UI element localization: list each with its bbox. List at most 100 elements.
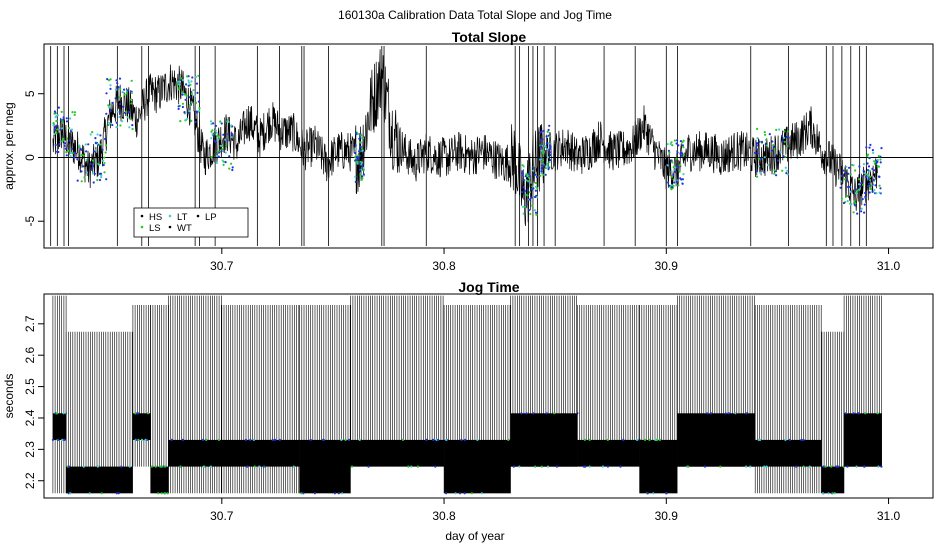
calibration-point <box>540 138 543 142</box>
calibration-point <box>109 78 112 81</box>
jog-calibration-point <box>520 412 523 415</box>
calibration-point <box>197 100 201 103</box>
calibration-point <box>670 159 673 162</box>
calibration-point <box>874 184 877 187</box>
jog-calibration-point <box>202 465 205 468</box>
jog-calibration-point <box>480 492 483 495</box>
calibration-point <box>773 172 776 175</box>
calibration-point <box>215 161 218 165</box>
calibration-point <box>210 130 213 133</box>
jog-calibration-point <box>606 465 610 468</box>
calibration-point <box>540 149 543 152</box>
calibration-point <box>69 155 72 158</box>
calibration-point <box>197 74 200 77</box>
calibration-point <box>525 203 528 206</box>
calibration-point <box>865 146 868 149</box>
calibration-point <box>867 185 870 188</box>
jog-calibration-point <box>348 438 351 441</box>
jog-calibration-point <box>164 465 167 468</box>
calibration-point <box>357 157 360 160</box>
legend-marker-lp <box>196 214 200 218</box>
calibration-point <box>869 143 872 146</box>
jog-calibration-point <box>128 465 131 468</box>
jog-calibration-point <box>309 438 312 441</box>
jog-calibration-point <box>745 412 748 415</box>
jog-calibration-point <box>846 465 849 468</box>
calibration-point <box>220 122 223 125</box>
calibration-point <box>521 191 524 194</box>
calibration-point <box>534 185 538 188</box>
calibration-point <box>183 93 186 96</box>
calibration-point <box>73 111 77 114</box>
jog-calibration-point <box>784 438 787 441</box>
calibration-point <box>679 177 682 180</box>
calibration-point <box>521 170 524 173</box>
x-tick-label: 30.8 <box>432 259 456 273</box>
calibration-point <box>756 137 759 140</box>
jog-calibration-point <box>344 438 347 441</box>
calibration-point <box>178 80 181 83</box>
calibration-point <box>70 130 73 133</box>
calibration-point <box>871 190 874 193</box>
jog-calibration-point <box>687 465 690 468</box>
calibration-point <box>104 151 107 154</box>
jog-calibration-point <box>844 412 847 415</box>
x-tick-label: 30.8 <box>432 509 456 523</box>
calibration-point <box>544 173 547 176</box>
jog-level-band <box>66 466 133 494</box>
y-tick-label: 2.7 <box>23 315 37 332</box>
total-slope-panel: Total Slope -5 0 5 30.7 30.8 30.9 31.0 approx… <box>2 29 934 273</box>
calibration-point <box>194 120 197 124</box>
calibration-point <box>215 154 218 157</box>
calibration-point <box>195 110 198 113</box>
jog-level-band <box>844 413 882 467</box>
jog-calibration-point <box>217 438 221 441</box>
calibration-point <box>678 170 681 173</box>
jog-calibration-point <box>822 465 825 468</box>
jog-calibration-point <box>120 465 123 468</box>
calibration-point <box>107 79 111 82</box>
calibration-point <box>53 112 56 115</box>
calibration-point <box>862 169 865 173</box>
calibration-point <box>179 120 182 123</box>
calibration-point <box>115 121 118 124</box>
calibration-point <box>210 156 213 159</box>
calibration-point <box>670 170 673 173</box>
calibration-point <box>764 143 767 146</box>
jog-calibration-point <box>322 438 325 441</box>
calibration-point <box>867 165 871 168</box>
calibration-point <box>539 174 542 177</box>
calibration-point <box>181 105 184 109</box>
calibration-point <box>539 131 542 134</box>
x-tick-label: 30.9 <box>655 509 679 523</box>
calibration-point <box>121 91 124 94</box>
jog-calibration-point <box>435 438 438 441</box>
jog-calibration-point <box>745 465 748 468</box>
calibration-point <box>217 155 220 158</box>
jog-calibration-point <box>507 438 510 441</box>
jog-calibration-point <box>454 492 457 495</box>
calibration-point <box>534 181 538 185</box>
calibration-point <box>125 110 128 113</box>
total-slope-frame <box>43 43 934 249</box>
calibration-point <box>760 140 764 143</box>
calibration-point <box>545 135 548 138</box>
calibration-point <box>181 91 184 94</box>
calibration-point <box>354 175 357 178</box>
calibration-point <box>549 158 552 162</box>
calibration-point <box>119 124 122 127</box>
calibration-point <box>56 150 59 153</box>
figure-title: 160130a Calibration Data Total Slope and… <box>338 8 612 22</box>
jog-calibration-point <box>300 492 303 495</box>
calibration-point <box>91 172 95 175</box>
calibration-point <box>222 133 225 136</box>
calibration-point <box>63 144 66 147</box>
jog-calibration-point <box>401 438 405 441</box>
jog-calibration-point <box>432 438 435 441</box>
jog-calibration-point <box>437 438 440 441</box>
legend-marker-wt <box>168 225 172 229</box>
calibration-point <box>102 164 105 167</box>
calibration-point <box>179 77 183 80</box>
calibration-point <box>840 197 844 200</box>
jog-calibration-point <box>62 412 65 415</box>
